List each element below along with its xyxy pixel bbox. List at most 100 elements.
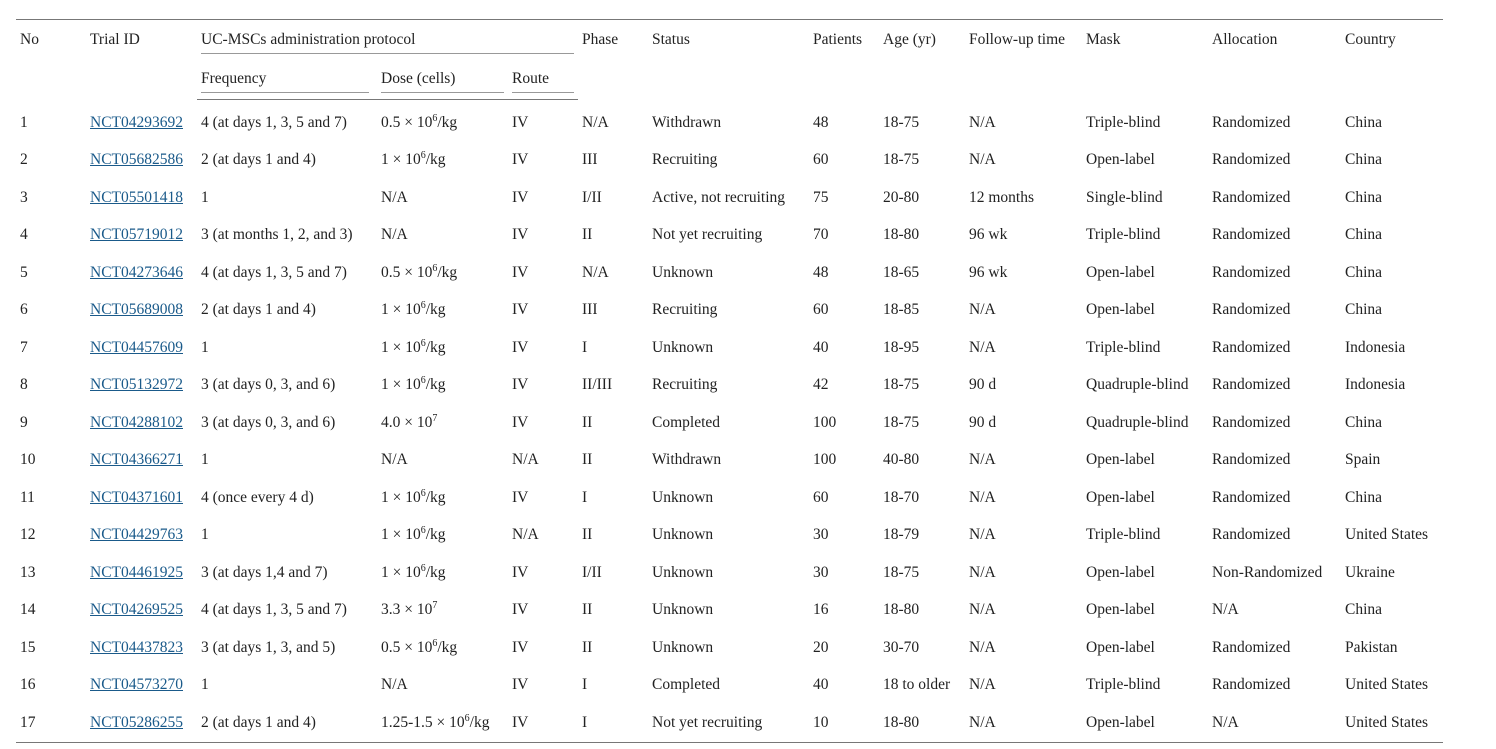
cell-age: 18-80 xyxy=(879,704,965,743)
dose-pre: N/A xyxy=(381,226,408,244)
trial-id-link[interactable]: NCT05682586 xyxy=(90,151,183,169)
cell-phase: III xyxy=(582,151,598,169)
trial-id-link[interactable]: NCT04573270 xyxy=(90,676,183,694)
trial-id-link[interactable]: NCT04371601 xyxy=(90,488,183,506)
cell-allocation: Randomized xyxy=(1212,113,1291,131)
cell-mask: Open-label xyxy=(1086,263,1155,281)
cell-frequency: 2 (at days 1 and 4) xyxy=(197,704,377,743)
cell-patients: 30 xyxy=(813,526,829,544)
trial-id-link[interactable]: NCT04457609 xyxy=(90,338,183,356)
trial-id-link[interactable]: NCT05132972 xyxy=(90,376,183,394)
cell-mask: Triple-blind xyxy=(1086,113,1161,131)
table-row: 10 NCT04366271 1 N/A N/A II Withdrawn 100 40-80 N… xyxy=(16,442,1443,480)
cell-route: IV xyxy=(512,151,529,169)
cell-phase: I xyxy=(582,676,588,694)
cell-allocation: Randomized xyxy=(1212,301,1291,319)
trial-id-link[interactable]: NCT05286255 xyxy=(90,713,183,731)
trial-id-link[interactable]: NCT04437823 xyxy=(90,638,183,656)
dose-post: /kg xyxy=(425,301,446,319)
header-allocation: Allocation xyxy=(1208,19,1341,100)
dose-pre: 1 × 10 xyxy=(381,376,421,394)
cell-status: Unknown xyxy=(652,638,714,656)
table-row: 12 NCT04429763 1 1 × 106/kg N/A II Unknown 30 18… xyxy=(16,517,1443,555)
cell-followup: N/A xyxy=(969,301,996,319)
trial-id-link[interactable]: NCT04269525 xyxy=(90,601,183,619)
cell-mask: Single-blind xyxy=(1086,188,1163,206)
dose-pre: 1 × 10 xyxy=(381,563,421,581)
dose-sup: 6 xyxy=(420,487,426,499)
cell-allocation: Randomized xyxy=(1212,151,1291,169)
header-status: Status xyxy=(648,19,809,100)
dose-post: /kg xyxy=(437,263,458,281)
cell-frequency: 4 (at days 1, 3, 5 and 7) xyxy=(201,263,347,281)
cell-country: United States xyxy=(1345,526,1429,544)
cell-status: Unknown xyxy=(652,601,714,619)
cell-status: Not yet recruiting xyxy=(648,704,809,743)
cell-phase: I xyxy=(582,488,588,506)
dose-post: /kg xyxy=(425,526,446,544)
cell-age: 18-65 xyxy=(883,263,920,281)
table-row: 1 NCT04293692 4 (at days 1, 3, 5 and 7) 0.5… xyxy=(16,100,1443,142)
cell-trial-id: NCT05501418 xyxy=(86,179,197,217)
cell-followup: 96 wk xyxy=(969,226,1008,244)
cell-country: China xyxy=(1345,188,1383,206)
table-row: 15 NCT04437823 3 (at days 1, 3, and 5) 0.5 … xyxy=(16,629,1443,667)
cell-dose: 1 × 106/kg xyxy=(377,367,508,405)
cell-country: Indonesia xyxy=(1345,376,1406,394)
cell-no: 5 xyxy=(20,263,28,281)
cell-dose: 3.3 × 107 xyxy=(377,592,508,630)
header-trial-id: Trial ID xyxy=(86,19,197,100)
cell-country: China xyxy=(1345,301,1383,319)
header-frequency: Frequency xyxy=(197,59,377,100)
cell-patients: 75 xyxy=(813,188,829,206)
cell-dose: 0.5 × 106/kg xyxy=(377,100,508,142)
cell-trial-id: NCT04288102 xyxy=(86,404,197,442)
cell-dose: 1 × 106/kg xyxy=(377,329,508,367)
cell-dose: 1 × 106/kg xyxy=(377,517,508,555)
clinical-trials-table: No Trial ID UC-MSCs administration proto… xyxy=(16,19,1443,743)
trial-id-link[interactable]: NCT04288102 xyxy=(90,413,183,431)
cell-age: 18-79 xyxy=(883,526,920,544)
cell-mask: Triple-blind xyxy=(1086,676,1161,694)
cell-dose: 1 × 106/kg xyxy=(377,554,508,592)
cell-followup: N/A xyxy=(969,526,996,544)
table-row: 4 NCT05719012 3 (at months 1, 2, and 3) N/A… xyxy=(16,217,1443,255)
dose-sup: 6 xyxy=(420,337,426,349)
cell-dose: N/A xyxy=(377,442,508,480)
cell-followup: N/A xyxy=(969,338,996,356)
cell-age: 18-85 xyxy=(883,301,920,319)
cell-route: IV xyxy=(512,338,529,356)
trial-id-link[interactable]: NCT04293692 xyxy=(90,113,183,131)
cell-patients: 40 xyxy=(813,338,829,356)
cell-mask: Open-label xyxy=(1086,151,1155,169)
dose-pre: 1 × 10 xyxy=(381,526,421,544)
trial-id-link[interactable]: NCT05501418 xyxy=(90,188,183,206)
dose-pre: 3.3 × 10 xyxy=(381,601,433,619)
cell-phase: I xyxy=(578,704,648,743)
header-protocol-label: UC-MSCs administration protocol xyxy=(201,31,574,54)
cell-frequency: 3 (at days 0, 3, and 6) xyxy=(201,413,336,431)
dose-sup: 6 xyxy=(420,300,426,312)
cell-status: Not yet recruiting xyxy=(652,226,763,244)
trial-id-link[interactable]: NCT04461925 xyxy=(90,563,183,581)
trial-id-link[interactable]: NCT05719012 xyxy=(90,226,183,244)
trial-id-link[interactable]: NCT05689008 xyxy=(90,301,183,319)
cell-dose: 0.5 × 106/kg xyxy=(377,254,508,292)
header-patients: Patients xyxy=(809,19,879,100)
cell-no: 14 xyxy=(20,601,36,619)
trial-id-link[interactable]: NCT04273646 xyxy=(90,263,183,281)
cell-country: China xyxy=(1345,263,1383,281)
cell-status: Unknown xyxy=(652,526,714,544)
cell-status: Unknown xyxy=(652,563,714,581)
cell-trial-id: NCT04457609 xyxy=(86,329,197,367)
cell-mask: Open-label xyxy=(1082,704,1208,743)
cell-allocation: Randomized xyxy=(1212,338,1291,356)
trial-id-link[interactable]: NCT04429763 xyxy=(90,526,183,544)
dose-sup: 6 xyxy=(432,262,438,274)
dose-post: /kg xyxy=(425,338,446,356)
trial-id-link[interactable]: NCT04366271 xyxy=(90,451,183,469)
cell-followup: 12 months xyxy=(969,188,1035,206)
cell-age: 18-75 xyxy=(883,376,920,394)
cell-phase: II xyxy=(582,226,593,244)
cell-phase: I/II xyxy=(582,563,602,581)
